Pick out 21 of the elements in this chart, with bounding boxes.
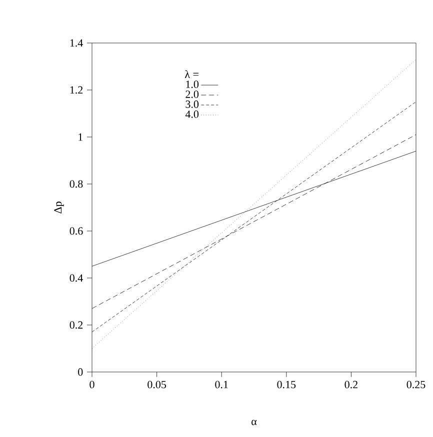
x-axis-title: α: [252, 420, 257, 426]
y-tick-label: 0.2: [70, 321, 83, 329]
legend-title: λ =: [184, 70, 198, 78]
x-tick-label: 0.25: [406, 380, 426, 388]
legend-label: 2.0: [186, 90, 199, 98]
legend-label: 3.0: [186, 100, 199, 108]
y-tick-label: 0.4: [70, 274, 83, 282]
y-axis-title: Δp: [54, 202, 64, 214]
y-tick-label: 0.8: [70, 180, 83, 188]
x-tick-label: 0.15: [277, 380, 296, 388]
y-tick-label: 1.2: [70, 86, 83, 94]
legend-label: 4.0: [185, 110, 199, 118]
y-tick-label: 0.6: [70, 227, 83, 235]
y-tick-label: 0: [78, 368, 83, 376]
x-tick-label: 0: [90, 380, 94, 388]
y-tick-label: 1.4: [70, 39, 83, 47]
x-tick-label: 0.1: [215, 380, 228, 388]
x-tick-label: 0.05: [148, 380, 166, 388]
y-tick-label: 1: [78, 133, 82, 141]
x-tick-label: 0.2: [344, 380, 358, 388]
legend-label: 1.0: [186, 80, 199, 88]
